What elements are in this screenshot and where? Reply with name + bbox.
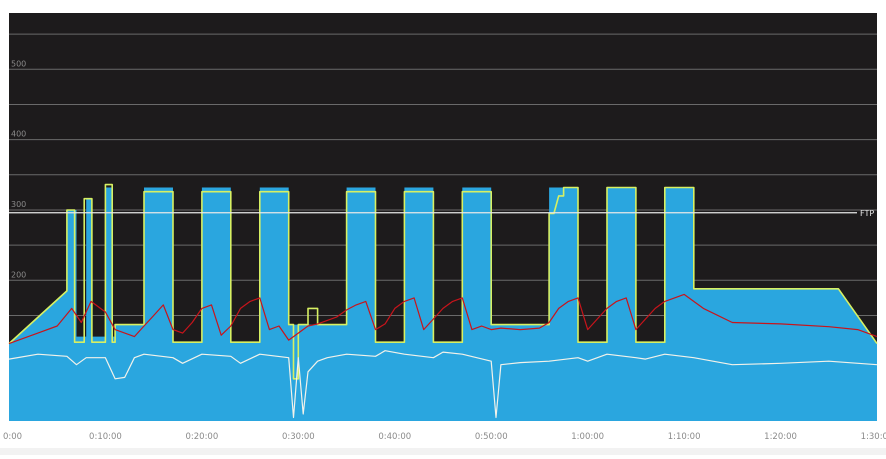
ftp-layer: FTP [9,209,874,218]
x-tick-label: 0:50:00 [475,432,508,442]
y-tick-label: 300 [11,200,26,209]
series-cadence-line [8,350,878,419]
x-tick-label: 1:20:00 [764,432,797,442]
ftp-label: FTP [860,209,874,218]
y-tick-labels: 200 300 400 500 [11,59,26,279]
x-tick-label: 0:10:00 [89,432,122,442]
x-tick-label: 1:00:00 [571,432,604,442]
series-layer [8,183,878,421]
series-heart-rate-line [8,293,878,345]
x-tick-label: 1:10:00 [668,432,701,442]
x-tick-label: 0:40:00 [378,432,411,442]
x-tick-labels: 0:00 0:10:00 0:20:00 0:30:00 0:40:00 0:50:00 1… [3,432,886,442]
y-tick-label: 200 [11,270,26,279]
footer-bar [0,448,886,455]
y-tick-label: 500 [11,59,26,68]
x-tick-label: 0:00 [3,432,22,442]
x-tick-label: 0:20:00 [185,432,218,442]
y-tick-label: 400 [11,130,26,139]
series-power-line [8,183,878,380]
x-tick-label: 1:30:00 [861,432,886,442]
x-tick-label: 0:30:00 [282,432,315,442]
series-target-area [9,187,877,421]
